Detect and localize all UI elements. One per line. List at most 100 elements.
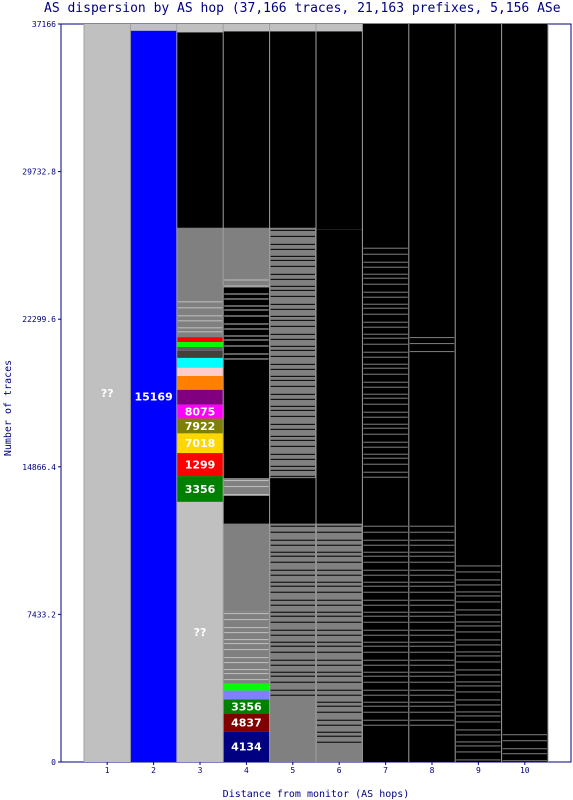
stripe-line-hop-7-9-25 — [363, 397, 408, 399]
stripe-line-hop-7-8-14 — [363, 611, 408, 613]
stripe-line-hop-8-10-14 — [409, 611, 455, 613]
x-tick-label-3: 3 — [198, 766, 203, 775]
stripe-line-hop-5-5-23 — [270, 368, 315, 370]
stripe-line-hop-9-12-24 — [456, 711, 501, 713]
stripe-line-hop-9-12-11 — [456, 631, 501, 633]
stripe-line-hop-6-6-14 — [317, 611, 362, 613]
stripe-line-hop-9-12-19 — [456, 681, 501, 683]
stripe-line-hop-5-4-18 — [270, 634, 315, 636]
stripe-line-hop-9-12-30 — [456, 745, 501, 747]
stripe-line-hop-7-8-21 — [363, 651, 408, 653]
stripe-line-hop-9-12-14 — [456, 651, 501, 653]
stripe-line-hop-8-10-0 — [409, 525, 455, 527]
stripe-line-hop-4-1-0 — [224, 613, 269, 615]
stripe-line-hop-6-7-2 — [317, 245, 362, 247]
stripe-line-hop-5-5-7 — [270, 273, 315, 275]
stripe-line-hop-4-1-10 — [224, 673, 269, 675]
stripe-line-hop-7-8-3 — [363, 544, 408, 546]
bar-segment-hop-3-16 — [176, 24, 224, 33]
stripe-line-hop-5-5-25 — [270, 379, 315, 381]
stripe-line-hop-7-9-37 — [363, 471, 408, 473]
stripe-line-hop-6-6-17 — [317, 629, 362, 631]
stripe-line-hop-5-4-16 — [270, 621, 315, 623]
x-tick-label-2: 2 — [151, 766, 156, 775]
stripe-line-hop-8-10-12 — [409, 599, 455, 601]
bar-segment-hop-6-3 — [316, 24, 363, 32]
stripe-line-hop-9-12-32 — [456, 759, 501, 761]
stripe-line-hop-5-4-6 — [270, 561, 315, 563]
bar-segment-hop-3-4 — [176, 418, 224, 434]
stripe-line-hop-7-8-9 — [363, 581, 408, 583]
bar-segment-hop-3-7 — [176, 375, 224, 390]
stripe-line-hop-6-7-1 — [317, 237, 362, 239]
stripe-line-hop-7-8-15 — [363, 615, 408, 617]
stripe-line-hop-9-12-15 — [456, 655, 501, 657]
stripe-bands — [177, 229, 547, 762]
stripe-line-hop-4-3-6 — [224, 315, 269, 317]
bar-segment-hop-6-2 — [316, 31, 363, 230]
segment-label-hop-1-qq: ?? — [101, 387, 114, 400]
stripe-line-hop-5-4-1 — [270, 531, 315, 533]
stripe-line-hop-5-4-13 — [270, 604, 315, 606]
stripe-line-hop-6-7-0 — [317, 231, 362, 233]
stripe-line-hop-7-9-1 — [363, 253, 408, 255]
stripe-line-hop-4-3-4 — [224, 305, 269, 307]
bar-segment-hop-3-1 — [176, 476, 224, 502]
stripe-line-hop-7-8-19 — [363, 641, 408, 643]
stripe-line-hop-6-7-7 — [317, 275, 362, 277]
stripe-line-hop-4-1-11 — [224, 679, 269, 681]
stripe-line-hop-7-8-11 — [363, 591, 408, 593]
segment-label-hop-4-4837: 4837 — [231, 716, 262, 729]
y-tick-label-2: 14866.4 — [22, 463, 56, 472]
stripe-line-hop-5-5-13 — [270, 308, 315, 310]
stripe-line-hop-7-8-12 — [363, 599, 408, 601]
stripe-line-hop-6-6-23 — [317, 664, 362, 666]
stripe-line-hop-7-9-13 — [363, 326, 408, 328]
stripe-line-hop-5-5-17 — [270, 333, 315, 335]
stripe-line-hop-9-12-17 — [456, 669, 501, 671]
stripe-line-hop-7-8-23 — [363, 664, 408, 666]
stripe-line-hop-5-4-20 — [270, 645, 315, 647]
stripe-line-hop-6-6-26 — [317, 681, 362, 683]
stripe-line-hop-8-10-10 — [409, 585, 455, 587]
x-tick-label-1: 1 — [105, 766, 110, 775]
stripe-line-hop-8-10-2 — [409, 539, 455, 541]
bar-segment-hop-4-4 — [223, 683, 270, 691]
bar-segment-hop-4-10 — [223, 227, 270, 288]
stripe-line-hop-7-9-24 — [363, 393, 408, 395]
stripe-line-hop-5-5-32 — [270, 423, 315, 425]
stripe-line-hop-7-9-26 — [363, 403, 408, 405]
stripe-line-hop-7-9-10 — [363, 307, 408, 309]
stripe-line-hop-6-6-0 — [317, 525, 362, 527]
stripe-line-hop-5-5-33 — [270, 428, 315, 430]
stripe-line-hop-9-12-28 — [456, 734, 501, 736]
stripe-line-hop-7-8-25 — [363, 675, 408, 677]
bar-segment-hop-4-5 — [223, 611, 270, 684]
stripe-line-hop-4-3-10 — [224, 339, 269, 341]
stripe-line-hop-6-6-24 — [317, 671, 362, 673]
stripe-line-hop-6-7-8 — [317, 280, 362, 282]
stripe-line-hop-3-0-3 — [177, 320, 223, 322]
bar-segment-hop-3-5 — [176, 404, 224, 419]
stripe-line-hop-6-6-20 — [317, 645, 362, 647]
stripe-line-hop-5-5-22 — [270, 363, 315, 365]
stripe-line-hop-4-1-8 — [224, 662, 269, 664]
bar-segment-hop-7-0 — [362, 24, 409, 762]
stripe-line-hop-6-7-11 — [317, 297, 362, 299]
stripe-line-hop-5-4-23 — [270, 664, 315, 666]
stripe-line-hop-6-6-34 — [317, 731, 362, 733]
bar-segment-hop-2-1 — [130, 24, 177, 31]
stripe-line-hop-6-6-16 — [317, 621, 362, 623]
stripe-line-hop-9-12-31 — [456, 751, 501, 753]
stripe-line-hop-8-10-21 — [409, 651, 455, 653]
stripe-line-hop-5-5-2 — [270, 243, 315, 245]
stacked-bars — [84, 24, 548, 763]
stripe-line-hop-5-5-9 — [270, 285, 315, 287]
stripe-line-hop-5-4-25 — [270, 675, 315, 677]
y-axis-label: Number of traces — [3, 360, 14, 456]
stripe-line-hop-6-6-1 — [317, 531, 362, 533]
stripe-line-hop-8-10-29 — [409, 701, 455, 703]
bar-segment-hop-4-0 — [223, 731, 270, 762]
stripe-line-hop-7-8-4 — [363, 551, 408, 553]
